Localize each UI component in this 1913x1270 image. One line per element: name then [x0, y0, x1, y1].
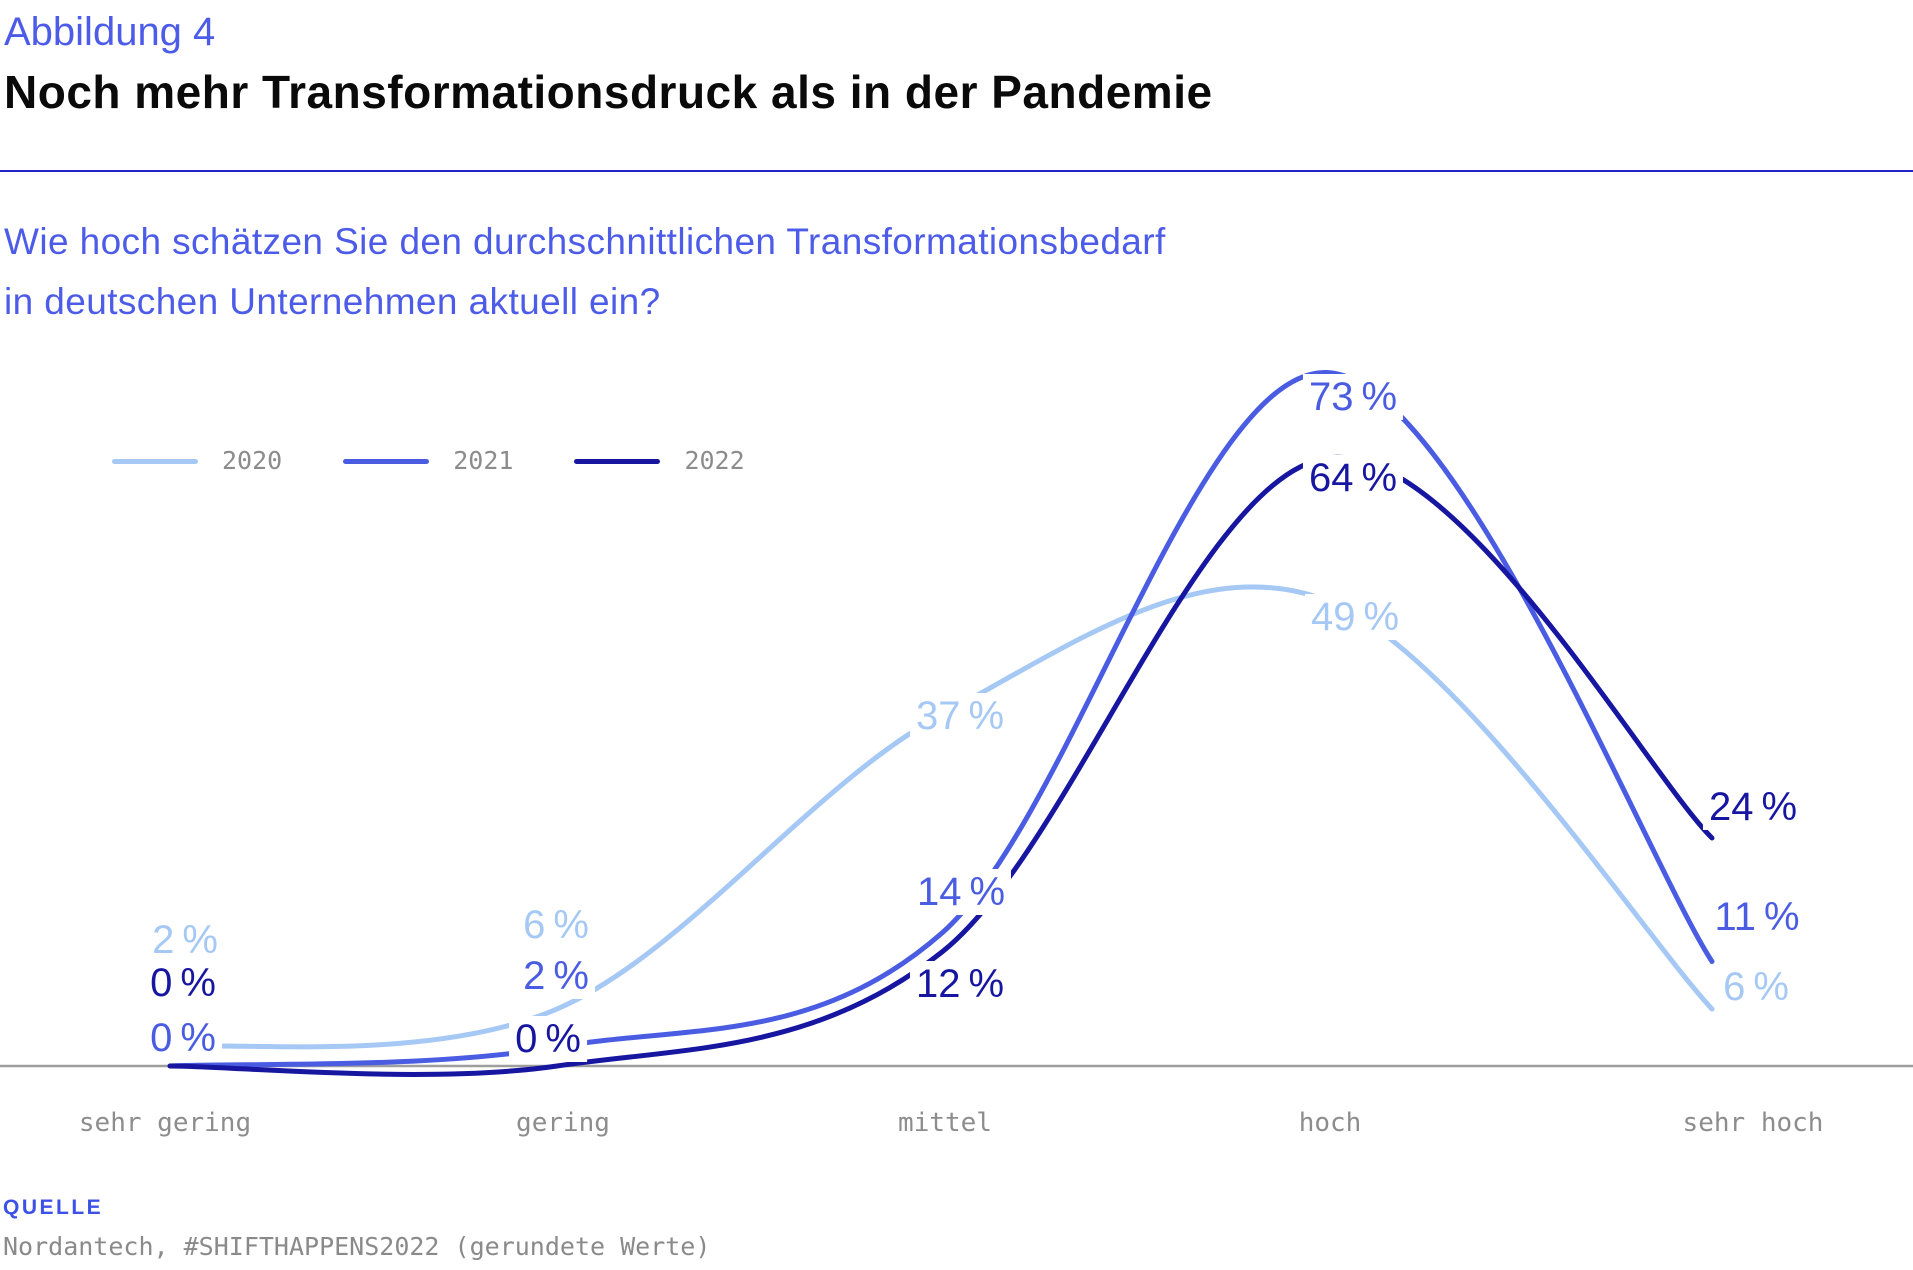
legend-item-2020: 2020 [112, 447, 282, 475]
data-label-2020-gering: 6 % [517, 902, 595, 948]
data-label-2020-sehr-hoch: 6 % [1717, 964, 1795, 1010]
legend-swatch-2021 [343, 458, 430, 464]
legend-item-2022: 2022 [574, 446, 745, 475]
data-label-2022-gering: 0 % [509, 1016, 587, 1062]
x-axis-label-sehr-hoch: sehr hoch [1682, 1108, 1824, 1138]
data-label-2021-gering: 2 % [517, 953, 595, 999]
data-label-2020-hoch: 49 % [1304, 594, 1406, 640]
data-label-2022-sehr-gering: 0 % [144, 960, 222, 1006]
x-axis-label-mittel: mittel [898, 1108, 992, 1138]
legend-label-2020: 2020 [222, 446, 283, 475]
data-label-2020-mittel: 37 % [909, 693, 1011, 739]
legend-item-2021: 2021 [343, 447, 513, 475]
chart-legend: 2020 2021 2022 [112, 447, 745, 475]
data-label-2020-sehr-gering: 2 % [146, 917, 224, 963]
source-label: QUELLE [3, 1196, 104, 1219]
survey-question-line-2: in deutschen Unternehmen aktuell ein? [4, 281, 661, 322]
data-label-2021-sehr-gering: 0 % [144, 1015, 222, 1061]
x-axis-label-hoch: hoch [1298, 1108, 1362, 1138]
data-label-2021-hoch: 73 % [1302, 374, 1404, 420]
x-axis-label-sehr-gering: sehr gering [78, 1108, 252, 1138]
x-axis-label-gering: gering [516, 1108, 610, 1138]
data-label-2022-hoch: 64 % [1302, 455, 1404, 501]
data-label-2022-mittel: 12 % [909, 961, 1011, 1007]
legend-label-2021: 2021 [453, 446, 514, 475]
survey-question-line-1: Wie hoch schätzen Sie den durchschnittli… [4, 221, 1166, 262]
data-label-2021-mittel: 14 % [910, 869, 1012, 915]
legend-label-2022: 2022 [684, 446, 745, 475]
legend-swatch-2022 [574, 458, 661, 464]
title-divider [0, 170, 1913, 172]
source-text: Nordantech, #SHIFTHAPPENS2022 (gerundete… [3, 1232, 711, 1261]
data-label-2021-sehr-hoch: 11 % [1708, 894, 1806, 940]
series-line-2021 [167, 369, 1715, 1069]
figure-kicker: Abbildung 4 [4, 10, 216, 54]
data-label-2022-sehr-hoch: 24 % [1702, 784, 1804, 830]
survey-question: Wie hoch schätzen Sie den durchschnittli… [4, 212, 1166, 332]
figure-title: Noch mehr Transformationsdruck als in de… [4, 66, 1213, 118]
legend-swatch-2020 [112, 458, 198, 464]
